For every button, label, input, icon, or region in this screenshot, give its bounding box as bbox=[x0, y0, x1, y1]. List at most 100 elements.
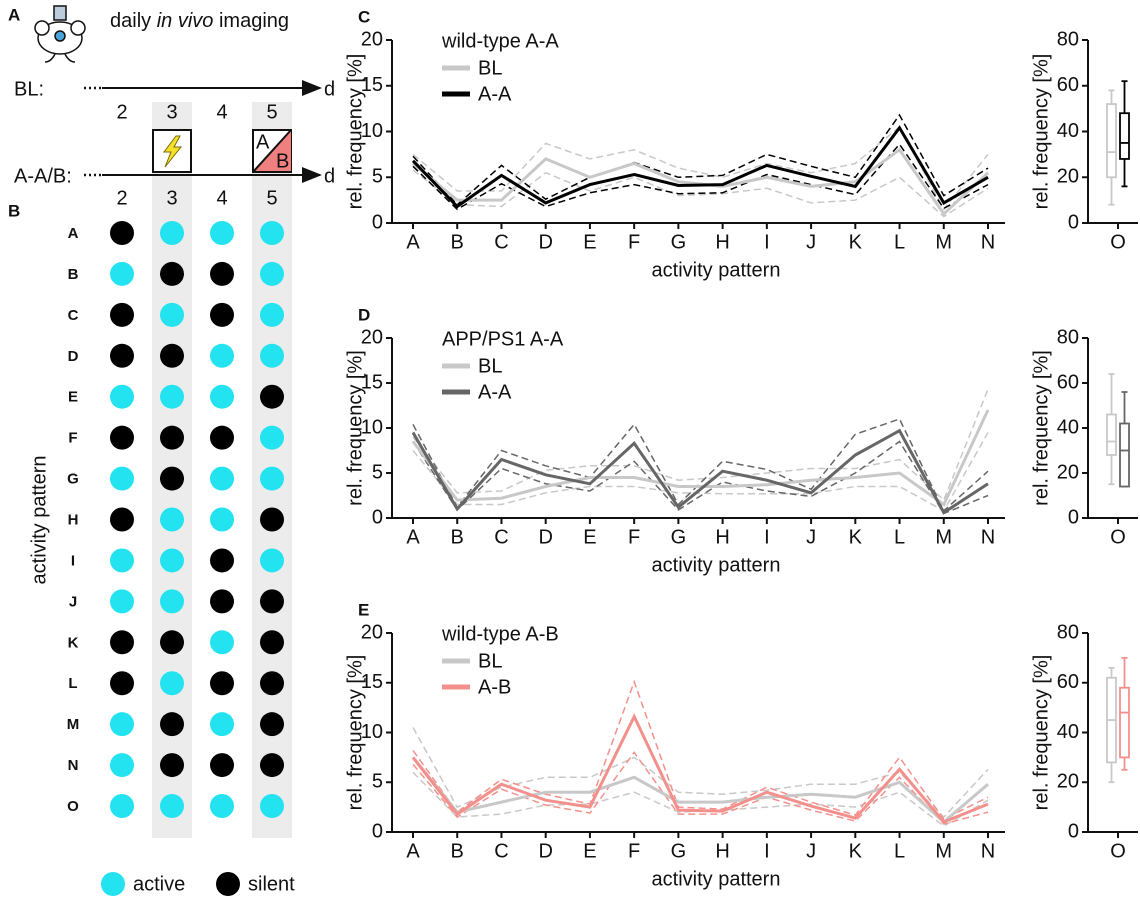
state-dot bbox=[210, 753, 234, 777]
state-dot bbox=[260, 671, 284, 695]
panel-letter: C bbox=[358, 7, 370, 26]
x-tick-label: D bbox=[538, 840, 552, 862]
state-dot bbox=[210, 794, 234, 818]
state-dot bbox=[210, 262, 234, 286]
chart-title: APP/PS1 A-A bbox=[442, 328, 564, 350]
state-dot bbox=[260, 467, 284, 491]
x-tick-label: G bbox=[671, 840, 687, 862]
state-dot bbox=[210, 671, 234, 695]
x-tick-label: A bbox=[406, 526, 420, 548]
state-dot bbox=[110, 671, 134, 695]
x-tick-label: I bbox=[764, 840, 770, 862]
state-dot bbox=[160, 426, 184, 450]
y-tick-label: 0 bbox=[372, 820, 383, 842]
y-tick-label: 20 bbox=[361, 326, 383, 348]
panel-a-title: daily in vivo imaging bbox=[110, 10, 289, 32]
x-tick-label: C bbox=[494, 231, 508, 253]
day-label: 5 bbox=[266, 101, 277, 123]
lower-bound bbox=[413, 442, 988, 514]
legend-label: silent bbox=[248, 873, 295, 895]
pattern-label: I bbox=[71, 552, 75, 569]
pattern-label: D bbox=[68, 348, 79, 365]
state-dot bbox=[260, 262, 284, 286]
state-dot bbox=[210, 221, 234, 245]
x-tick-label: C bbox=[494, 526, 508, 548]
upper-bound bbox=[413, 682, 988, 819]
pattern-label: L bbox=[68, 675, 77, 692]
state-dot bbox=[260, 548, 284, 572]
y-axis-label: rel. frequency [%] bbox=[344, 54, 366, 210]
state-dot bbox=[160, 589, 184, 613]
y-tick-label: 60 bbox=[1057, 671, 1079, 693]
pattern-label: H bbox=[68, 511, 79, 528]
chart-title: wild-type A-B bbox=[441, 623, 559, 645]
x-tick-label: H bbox=[715, 526, 729, 548]
state-dot bbox=[110, 221, 134, 245]
x-tick-label: E bbox=[583, 840, 596, 862]
pattern-label: A bbox=[68, 225, 79, 242]
x-tick-label: D bbox=[538, 231, 552, 253]
state-dot bbox=[110, 426, 134, 450]
x-tick-label: I bbox=[764, 231, 770, 253]
pattern-label: O bbox=[67, 798, 79, 815]
x-tick-label: F bbox=[628, 231, 640, 253]
context-label: B bbox=[276, 150, 289, 172]
x-tick-label: G bbox=[671, 231, 687, 253]
y-tick-label: 80 bbox=[1057, 621, 1079, 643]
y-tick-label: 20 bbox=[1057, 166, 1079, 188]
state-dot bbox=[110, 589, 134, 613]
panel-letter: D bbox=[358, 305, 370, 324]
box bbox=[1107, 415, 1116, 456]
x-tick-label: A bbox=[406, 231, 420, 253]
state-dot bbox=[160, 262, 184, 286]
state-dot bbox=[210, 385, 234, 409]
legend-label: active bbox=[133, 873, 185, 895]
pattern-label: K bbox=[68, 634, 79, 651]
state-dot bbox=[260, 712, 284, 736]
x-tick-label: O bbox=[1110, 840, 1126, 862]
y-tick-label: 40 bbox=[1057, 120, 1079, 142]
x-tick-label: A bbox=[406, 840, 420, 862]
state-dot bbox=[110, 508, 134, 532]
title-part: daily bbox=[110, 10, 157, 32]
state-dot bbox=[110, 344, 134, 368]
state-dot bbox=[160, 794, 184, 818]
x-tick-label: J bbox=[806, 231, 816, 253]
mean-line bbox=[413, 431, 988, 513]
x-tick-label: E bbox=[583, 231, 596, 253]
mean-line bbox=[413, 150, 988, 214]
state-dot bbox=[260, 630, 284, 654]
legend-swatch bbox=[216, 872, 240, 896]
y-tick-label: 40 bbox=[1057, 721, 1079, 743]
pattern-label: N bbox=[68, 757, 79, 774]
y-axis-label: rel. frequency [%] bbox=[344, 655, 366, 811]
legend-label: BL bbox=[478, 355, 502, 377]
state-dot bbox=[260, 385, 284, 409]
box bbox=[1120, 688, 1129, 758]
x-tick-label: B bbox=[451, 840, 464, 862]
state-dot bbox=[110, 712, 134, 736]
timeline-unit: d bbox=[324, 78, 335, 100]
y-axis-label: rel. frequency [%] bbox=[1030, 54, 1052, 210]
state-dot bbox=[110, 548, 134, 572]
y-tick-label: 80 bbox=[1057, 326, 1079, 348]
day-label: 3 bbox=[166, 187, 177, 209]
state-dot bbox=[210, 344, 234, 368]
legend-label: BL bbox=[478, 57, 502, 79]
state-dot bbox=[260, 589, 284, 613]
legend-label: A-A bbox=[478, 381, 512, 403]
day-label: 4 bbox=[216, 187, 227, 209]
x-tick-label: M bbox=[935, 840, 952, 862]
y-tick-label: 60 bbox=[1057, 74, 1079, 96]
x-tick-label: O bbox=[1110, 231, 1126, 253]
x-tick-label: L bbox=[894, 526, 905, 548]
pattern-label: C bbox=[68, 307, 79, 324]
box bbox=[1120, 113, 1129, 159]
x-tick-label: L bbox=[894, 231, 905, 253]
legend-swatch bbox=[101, 872, 125, 896]
day-label: 5 bbox=[266, 187, 277, 209]
state-dot bbox=[110, 385, 134, 409]
state-dot bbox=[260, 221, 284, 245]
x-tick-label: H bbox=[715, 840, 729, 862]
